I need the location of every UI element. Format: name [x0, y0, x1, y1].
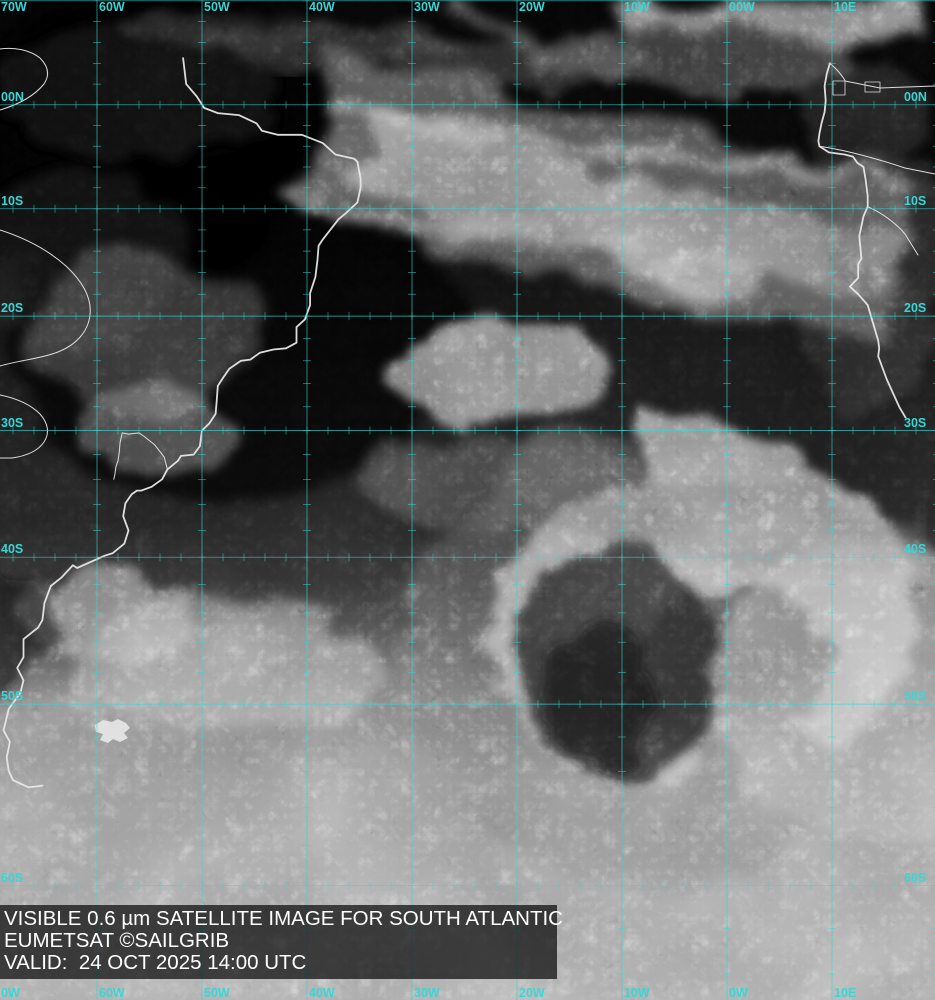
svg-text:VALID: 24 OCT 2025 14:00 UTC: VALID: 24 OCT 2025 14:00 UTC [4, 951, 307, 974]
svg-text:VISIBLE 0.6 µm SATELLITE IMAGE: VISIBLE 0.6 µm SATELLITE IMAGE FOR SOUTH… [4, 907, 563, 930]
svg-text:EUMETSAT ©SAILGRIB: EUMETSAT ©SAILGRIB [4, 929, 229, 952]
